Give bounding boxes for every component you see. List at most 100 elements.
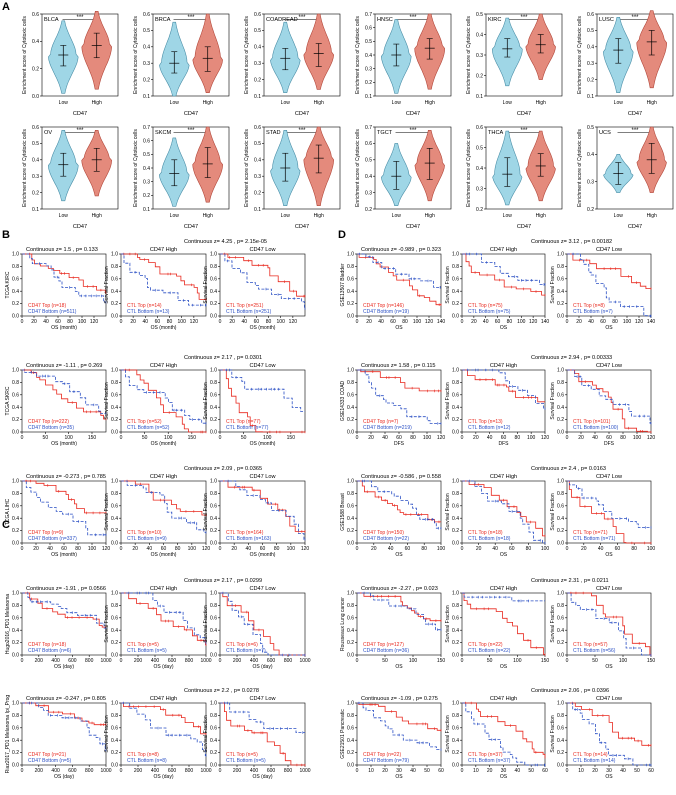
panel-label-a: A: [2, 1, 10, 13]
y-tick-label: 0.6: [254, 125, 261, 131]
legend-bottom: CTL Bottom (n=5): [226, 758, 266, 764]
y-tick-label: 0.3: [476, 186, 483, 192]
legend-top: CTL Top (n=251): [226, 303, 264, 309]
km-plot: CD47 Low 0.0 0.2 0.4 0.6 0.8 1.0 0 20 40 60 80 100 OS…: [550, 474, 655, 558]
x-tick-label: 200: [35, 768, 44, 774]
y-tick-label: 0.0: [111, 653, 118, 659]
y-tick-label: 0.0: [557, 653, 564, 659]
km-subtitle: CD47 High: [150, 586, 177, 592]
x-tick-label: 120: [437, 435, 446, 441]
x-tick-label: 0: [219, 546, 222, 552]
x-tick-label: 40: [246, 546, 252, 552]
x-axis-label: DFS: [604, 441, 615, 447]
violin-chart-lusc: 0.1 0.2 0.3 0.4 0.5 0.6 LUSC *** Enrichment scor…: [577, 10, 674, 117]
km-plot: CD47 High 0.0 0.2 0.4 0.6 0.8 1.0 0 50 100 150 OS (…: [104, 363, 207, 447]
x-tick-label: 80: [620, 435, 626, 441]
plot-frame: [566, 592, 652, 656]
legend-top: CTL Top (n=5): [226, 752, 258, 758]
x-tick-label: Low: [59, 100, 69, 106]
y-tick-label: 0.6: [557, 392, 564, 398]
km-curve-top: [22, 369, 106, 420]
x-tick-label: 40: [492, 546, 498, 552]
x-tick-label: 50: [634, 768, 640, 774]
x-axis-label: CD47: [517, 224, 531, 230]
y-axis-label: Enrichment score of Cytotoxic cells: [133, 129, 139, 207]
km-curve-top: [121, 592, 206, 646]
violin-title: STAD: [266, 130, 281, 136]
x-tick-label: 60: [438, 768, 444, 774]
y-axis-label: Survival Fraction: [104, 493, 110, 530]
y-axis-label: GSE13507 Bladder: [340, 263, 346, 306]
legend-top: CTL Top (n=10): [127, 530, 162, 536]
significance-stars: ***: [409, 128, 417, 134]
km-curve-bottom: [220, 592, 305, 656]
km-subtitle: CD47 Low: [249, 363, 276, 369]
y-tick-label: 0.8: [347, 713, 354, 719]
x-tick-label: 80: [75, 546, 81, 552]
y-tick-label: 0.2: [452, 750, 459, 756]
x-tick-label: High: [425, 213, 436, 219]
x-axis-label: OS (month): [51, 552, 77, 558]
x-tick-label: 0: [461, 658, 464, 664]
x-tick-label: 1000: [100, 658, 111, 664]
y-tick-label: 0.0: [111, 430, 118, 436]
x-tick-label: High: [425, 100, 436, 106]
y-tick-label: 0.6: [32, 12, 39, 18]
plot-frame: [152, 13, 230, 97]
y-tick-label: 0.6: [557, 725, 564, 731]
y-tick-label: 0.6: [347, 392, 354, 398]
x-axis-label: OS (month): [151, 552, 177, 558]
y-tick-label: 0.3: [365, 66, 372, 72]
y-tick-label: 0.4: [452, 289, 459, 295]
y-tick-label: 0.4: [111, 628, 118, 634]
km-stat-subgroup: Continuous z= 2.09 , p= 0.0365: [184, 466, 262, 472]
km-stat: Continuous z= 1.5 , p= 0.133: [26, 247, 98, 253]
y-axis-label: Enrichment score of Cytotoxic cells: [355, 16, 361, 94]
km-plot: CD47 High 0.0 0.2 0.4 0.6 0.8 1.0 0 10 20 30 40 50 60…: [445, 696, 548, 780]
x-axis-label: OS (day): [54, 664, 74, 670]
plot-frame: [461, 592, 546, 656]
x-tick-label: 200: [134, 658, 143, 664]
x-tick-label: 30: [606, 768, 612, 774]
x-tick-label: 20: [31, 319, 37, 325]
km-curve-top: [357, 592, 441, 622]
x-tick-label: 20: [471, 319, 477, 325]
x-tick-label: 60: [509, 546, 515, 552]
y-tick-label: 0.4: [476, 32, 483, 38]
km-plot: CD47 Low 0.0 0.2 0.4 0.6 0.8 1.0 0 20 40 60 80 100 12…: [203, 247, 306, 331]
km-row-d2: Continuous z= 1.58 , p= 0.115 Continuous …: [340, 355, 655, 447]
km-plot: CD47 Low 0.0 0.2 0.4 0.6 0.8 1.0 0 10 20 30 40 50 60 O…: [550, 696, 654, 780]
plot-frame: [120, 592, 207, 656]
x-tick-label: 20: [592, 768, 598, 774]
x-tick-label: 0: [120, 658, 123, 664]
plot-frame: [596, 13, 674, 97]
x-tick-label: Low: [170, 100, 180, 106]
x-tick-label: 400: [151, 768, 160, 774]
y-tick-label: 0.3: [143, 179, 150, 185]
plot-frame: [566, 253, 652, 317]
violin-title: THCA: [488, 130, 503, 136]
x-tick-label: 60: [615, 546, 621, 552]
y-tick-label: 0.4: [347, 516, 354, 522]
y-axis-label: Enrichment score of Cytotoxic cells: [22, 16, 28, 94]
y-tick-label: 0.4: [210, 738, 217, 744]
violin-chart-hnsc: 0.1 0.2 0.3 0.4 0.5 0.6 0.7 HNSC *** Enrichment s…: [355, 12, 452, 117]
y-tick-label: 1.0: [12, 591, 19, 597]
y-tick-label: 0.0: [452, 653, 459, 659]
km-curve-top: [220, 480, 305, 532]
y-tick-label: 0.6: [365, 25, 372, 31]
y-tick-label: 1.0: [210, 479, 217, 485]
y-tick-label: 0.6: [12, 392, 19, 398]
x-tick-label: 60: [495, 319, 501, 325]
y-axis-label: Enrichment score of Cytotoxic cells: [133, 16, 139, 94]
y-tick-label: 0.5: [587, 28, 594, 34]
x-tick-label: 150: [88, 435, 97, 441]
y-tick-label: 1.0: [347, 479, 354, 485]
km-curve-top: [567, 369, 651, 433]
violin-title: HNSC: [377, 17, 393, 23]
x-tick-label: 120: [190, 319, 199, 325]
x-axis-label: CD47: [406, 224, 420, 230]
plot-frame: [21, 253, 107, 317]
y-tick-label: 0.0: [111, 763, 118, 769]
y-axis-label: Riaz2017_PD1 Melanoma Ipi_Prog: [5, 695, 11, 774]
